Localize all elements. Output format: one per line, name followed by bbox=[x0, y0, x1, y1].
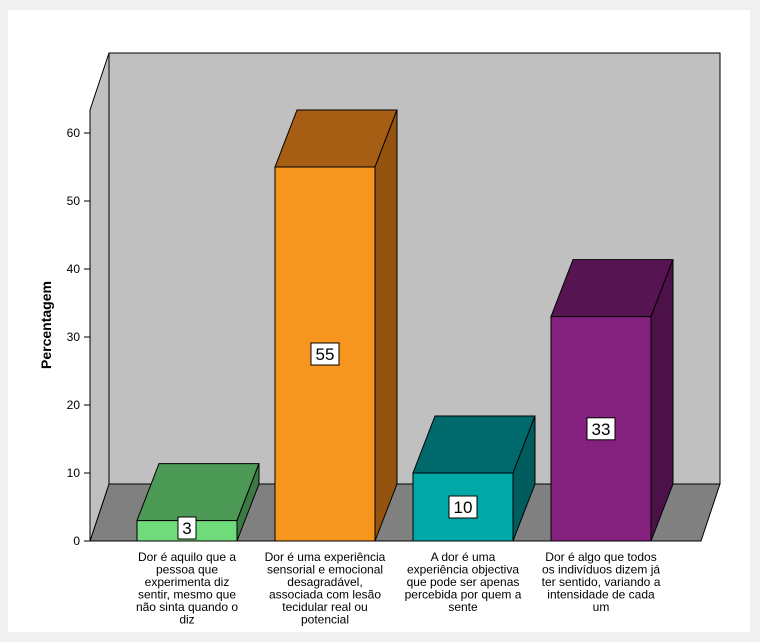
bar-side-face bbox=[374, 109, 398, 542]
y-axis-label: Percentagem bbox=[38, 281, 54, 369]
x-tick-label-line: não sinta quando o bbox=[136, 600, 238, 614]
x-tick-label-line: associada com lesão bbox=[269, 588, 381, 602]
x-tick-label-line: experiência objectiva bbox=[407, 563, 519, 577]
bar-2: 55 bbox=[274, 109, 398, 542]
x-tick-label-line: ter sentido, variando a bbox=[542, 575, 661, 589]
data-label: 10 bbox=[454, 498, 473, 517]
bar-4: 33 bbox=[550, 259, 674, 542]
bar-1: 3 bbox=[136, 463, 260, 542]
y-tick-label: 20 bbox=[67, 398, 81, 412]
x-tick-label-line: sentir, mesmo que bbox=[138, 588, 236, 602]
y-tick-label: 40 bbox=[67, 262, 81, 276]
x-tick-label-line: tecidular real ou bbox=[282, 600, 367, 614]
y-tick-label: 30 bbox=[67, 330, 81, 344]
x-tick-label-line: sente bbox=[448, 600, 478, 614]
x-tick-label-line: os indivíduos dizem já bbox=[542, 563, 660, 577]
bar-3: 10 bbox=[412, 415, 536, 542]
data-label-box bbox=[586, 417, 616, 441]
x-tick-label-line: Dor é algo que todos bbox=[545, 550, 656, 564]
x-tick-label-line: potencial bbox=[301, 613, 349, 627]
x-tick-label-line: experimenta diz bbox=[145, 575, 230, 589]
y-tick-label: 60 bbox=[67, 126, 81, 140]
y-tick-label: 50 bbox=[67, 194, 81, 208]
x-tick-label-line: Dor é uma experiência bbox=[265, 550, 386, 564]
data-label-box bbox=[177, 516, 197, 540]
y-axis: 0 10 20 30 40 50 60 bbox=[67, 126, 90, 548]
y-tick-label: 10 bbox=[67, 466, 81, 480]
chart-side-wall bbox=[89, 52, 110, 542]
x-tick-label-line: que pode ser apenas bbox=[407, 575, 520, 589]
x-tick-label-line: diz bbox=[179, 613, 194, 627]
y-tick-label: 0 bbox=[73, 534, 80, 548]
data-label-box bbox=[448, 495, 478, 519]
data-label: 33 bbox=[592, 420, 611, 439]
x-tick-label-line: A dor é uma bbox=[431, 550, 496, 564]
data-label: 55 bbox=[316, 345, 335, 364]
x-tick-label-line: um bbox=[593, 600, 610, 614]
x-tick-label-line: sensorial e emocional bbox=[267, 563, 383, 577]
x-tick-label-line: intensidade de cada bbox=[547, 588, 655, 602]
data-label: 3 bbox=[182, 519, 191, 538]
x-tick-label-line: percebida por quem a bbox=[405, 588, 522, 602]
bars: 3 55 10 33 bbox=[136, 109, 674, 542]
x-tick-label-line: pessoa que bbox=[156, 563, 218, 577]
x-tick-label-line: Dor é aquilo que a bbox=[138, 550, 236, 564]
x-tick-label-line: desagradável, bbox=[287, 575, 362, 589]
data-label-box bbox=[310, 342, 340, 366]
